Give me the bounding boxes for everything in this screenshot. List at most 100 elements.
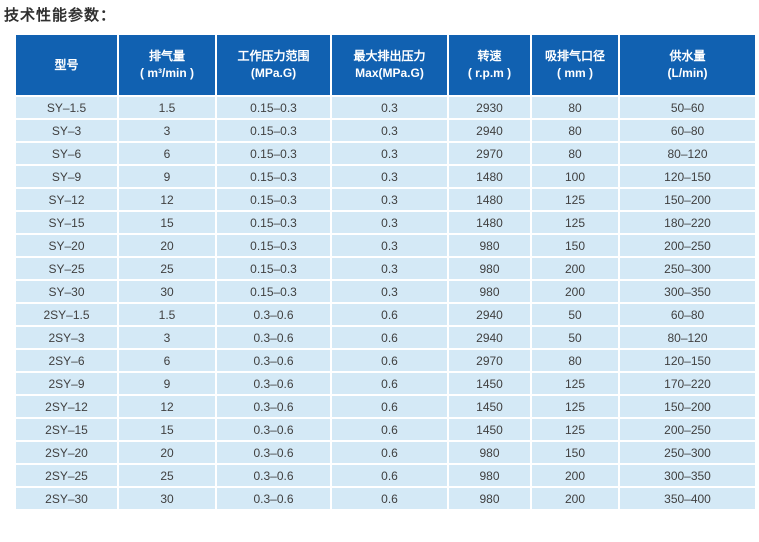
table-cell: 60–80 <box>618 118 757 143</box>
table-cell: 0.3 <box>330 187 449 212</box>
table-cell: 0.3 <box>330 95 449 120</box>
table-cell: 150–200 <box>618 187 757 212</box>
spec-table: 型号 排气量 ( m³/min ) 工作压力范围 (MPa.G) 最大排出压力 … <box>14 33 757 511</box>
table-cell: 50 <box>530 302 620 327</box>
table-row: SY–12 12 0.15–0.3 0.3 1480 125 150–200 <box>14 187 757 212</box>
table-cell: 0.15–0.3 <box>215 141 332 166</box>
table-cell: 0.15–0.3 <box>215 256 332 281</box>
col-header-displacement: 排气量 ( m³/min ) <box>117 33 217 97</box>
table-cell: 350–400 <box>618 486 757 511</box>
table-cell: 980 <box>447 486 532 511</box>
table-cell: 20 <box>117 233 217 258</box>
table-cell: 250–300 <box>618 440 757 465</box>
col-header-model: 型号 <box>14 33 119 97</box>
table-cell: 150–200 <box>618 394 757 419</box>
model-cell: SY–3 <box>14 118 119 143</box>
col-header-label: 供水量 <box>669 49 706 63</box>
table-cell: 0.6 <box>330 440 449 465</box>
table-cell: 980 <box>447 256 532 281</box>
col-header-label: 转速 <box>477 49 502 63</box>
col-header-label: 吸排气口径 <box>544 49 605 63</box>
table-row: SY–9 9 0.15–0.3 0.3 1480 100 120–150 <box>14 164 757 189</box>
table-row: 2SY–6 6 0.3–0.6 0.6 2970 80 120–150 <box>14 348 757 373</box>
table-cell: 1480 <box>447 187 532 212</box>
table-cell: 6 <box>117 141 217 166</box>
table-cell: 12 <box>117 394 217 419</box>
table-cell: 0.6 <box>330 348 449 373</box>
col-header-max-discharge-pressure: 最大排出压力 Max(MPa.G) <box>330 33 449 97</box>
table-cell: 980 <box>447 440 532 465</box>
table-cell: 125 <box>530 417 620 442</box>
table-cell: 0.15–0.3 <box>215 95 332 120</box>
table-cell: 0.15–0.3 <box>215 210 332 235</box>
table-cell: 150 <box>530 233 620 258</box>
table-cell: 2970 <box>447 348 532 373</box>
table-cell: 80–120 <box>618 325 757 350</box>
table-row: 2SY–3 3 0.3–0.6 0.6 2940 50 80–120 <box>14 325 757 350</box>
table-cell: 980 <box>447 463 532 488</box>
page-title: 技术性能参数： <box>4 7 117 24</box>
table-cell: 9 <box>117 371 217 396</box>
table-cell: 0.3 <box>330 279 449 304</box>
table-cell: 125 <box>530 371 620 396</box>
table-cell: 0.6 <box>330 394 449 419</box>
table-cell: 0.6 <box>330 417 449 442</box>
table-row: SY–1.5 1.5 0.15–0.3 0.3 2930 80 50–60 <box>14 95 757 120</box>
table-cell: 0.3–0.6 <box>215 371 332 396</box>
table-cell: 50–60 <box>618 95 757 120</box>
table-row: SY–3 3 0.15–0.3 0.3 2940 80 60–80 <box>14 118 757 143</box>
model-cell: SY–6 <box>14 141 119 166</box>
table-cell: 0.3–0.6 <box>215 417 332 442</box>
table-cell: 150 <box>530 440 620 465</box>
table-row: 2SY–30 30 0.3–0.6 0.6 980 200 350–400 <box>14 486 757 511</box>
table-cell: 30 <box>117 486 217 511</box>
table-cell: 30 <box>117 279 217 304</box>
table-cell: 200–250 <box>618 417 757 442</box>
table-cell: 0.3 <box>330 141 449 166</box>
table-row: 2SY–20 20 0.3–0.6 0.6 980 150 250–300 <box>14 440 757 465</box>
table-cell: 200 <box>530 486 620 511</box>
table-cell: 0.3 <box>330 210 449 235</box>
model-cell: 2SY–9 <box>14 371 119 396</box>
model-cell: SY–1.5 <box>14 95 119 120</box>
table-cell: 0.15–0.3 <box>215 164 332 189</box>
model-cell: 2SY–25 <box>14 463 119 488</box>
table-cell: 125 <box>530 394 620 419</box>
spec-table-body: SY–1.5 1.5 0.15–0.3 0.3 2930 80 50–60 SY–3 3 0.15… <box>14 95 757 511</box>
table-cell: 180–220 <box>618 210 757 235</box>
table-cell: 1450 <box>447 394 532 419</box>
col-header-speed: 转速 ( r.p.m ) <box>447 33 532 97</box>
table-cell: 25 <box>117 463 217 488</box>
col-header-sub: (MPa.G) <box>250 66 297 80</box>
table-cell: 980 <box>447 233 532 258</box>
model-cell: SY–15 <box>14 210 119 235</box>
table-cell: 0.3–0.6 <box>215 348 332 373</box>
model-cell: 2SY–20 <box>14 440 119 465</box>
table-cell: 2970 <box>447 141 532 166</box>
table-cell: 300–350 <box>618 279 757 304</box>
table-cell: 0.3 <box>330 118 449 143</box>
table-cell: 80 <box>530 348 620 373</box>
model-cell: SY–20 <box>14 233 119 258</box>
col-header-label: 排气量 <box>148 49 185 63</box>
col-header-label: 工作压力范围 <box>237 49 310 63</box>
table-cell: 80 <box>530 141 620 166</box>
model-cell: SY–12 <box>14 187 119 212</box>
table-cell: 1.5 <box>117 95 217 120</box>
table-cell: 6 <box>117 348 217 373</box>
table-cell: 1450 <box>447 417 532 442</box>
model-cell: 2SY–3 <box>14 325 119 350</box>
table-cell: 15 <box>117 417 217 442</box>
table-row: SY–6 6 0.15–0.3 0.3 2970 80 80–120 <box>14 141 757 166</box>
table-cell: 9 <box>117 164 217 189</box>
table-cell: 0.3 <box>330 233 449 258</box>
model-cell: 2SY–6 <box>14 348 119 373</box>
table-cell: 60–80 <box>618 302 757 327</box>
table-cell: 300–350 <box>618 463 757 488</box>
table-cell: 80–120 <box>618 141 757 166</box>
col-header-sub: (L/min) <box>667 66 708 80</box>
table-row: 2SY–9 9 0.3–0.6 0.6 1450 125 170–220 <box>14 371 757 396</box>
col-header-port-diameter: 吸排气口径 ( mm ) <box>530 33 620 97</box>
table-cell: 0.3–0.6 <box>215 486 332 511</box>
table-cell: 200 <box>530 256 620 281</box>
